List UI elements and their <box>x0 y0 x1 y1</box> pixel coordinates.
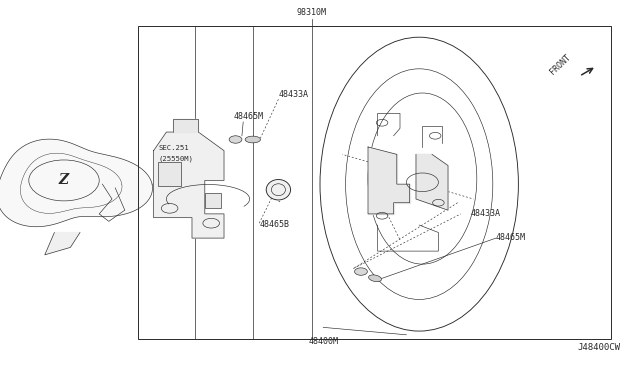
Ellipse shape <box>266 179 291 200</box>
Text: 48433A: 48433A <box>470 209 500 218</box>
Bar <box>158 162 181 186</box>
Text: (25550M): (25550M) <box>159 155 194 162</box>
Polygon shape <box>0 139 152 227</box>
Circle shape <box>355 268 367 275</box>
Ellipse shape <box>245 136 260 143</box>
Text: 98310M: 98310M <box>297 8 326 17</box>
Polygon shape <box>368 147 410 214</box>
Polygon shape <box>154 132 224 238</box>
Text: 48465B: 48465B <box>259 220 289 229</box>
Text: FRONT: FRONT <box>548 52 573 76</box>
Polygon shape <box>45 232 80 255</box>
Bar <box>138 26 611 339</box>
Bar <box>205 193 221 208</box>
Text: J48400CW: J48400CW <box>578 343 621 352</box>
Text: Z: Z <box>59 173 69 187</box>
Text: 48465M: 48465M <box>496 233 526 242</box>
Polygon shape <box>173 119 198 132</box>
Text: 48465M: 48465M <box>234 112 264 121</box>
Polygon shape <box>416 154 448 210</box>
Text: 48400M: 48400M <box>308 337 338 346</box>
Text: 48433A: 48433A <box>278 90 308 99</box>
Text: SEC.251: SEC.251 <box>159 145 189 151</box>
Circle shape <box>229 136 242 143</box>
Ellipse shape <box>369 275 381 282</box>
